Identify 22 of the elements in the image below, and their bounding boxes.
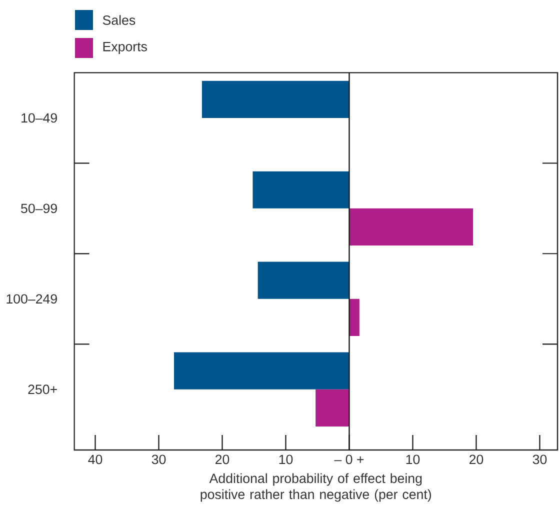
x-tick-label: 20 [216, 454, 230, 464]
x-tick-label: – 0 + [334, 454, 364, 464]
legend-label: Exports [103, 42, 147, 54]
y-tick-label: 50–99 [21, 204, 57, 214]
bar [174, 352, 350, 390]
x-tick-label: 20 [469, 454, 484, 464]
bar [202, 80, 350, 118]
y-tick-label: 100–249 [6, 294, 57, 304]
bar [349, 298, 360, 336]
bar [258, 262, 350, 299]
x-tick-label: 30 [152, 454, 166, 464]
legend-label: Sales [102, 15, 136, 25]
x-tick-label: 30 [532, 454, 547, 464]
x-tick-label: 40 [88, 454, 102, 464]
x-tick-label: 10 [406, 454, 420, 464]
bar [316, 389, 350, 426]
x-tick-label: 10 [279, 454, 293, 464]
y-tick-label: 10–49 [22, 113, 57, 123]
x-axis-title: Additional probability of effect being positive rather than negative (per cent) [200, 473, 432, 502]
bar [349, 208, 474, 246]
y-tick-label: 250+ [28, 384, 57, 394]
bar [252, 171, 350, 208]
